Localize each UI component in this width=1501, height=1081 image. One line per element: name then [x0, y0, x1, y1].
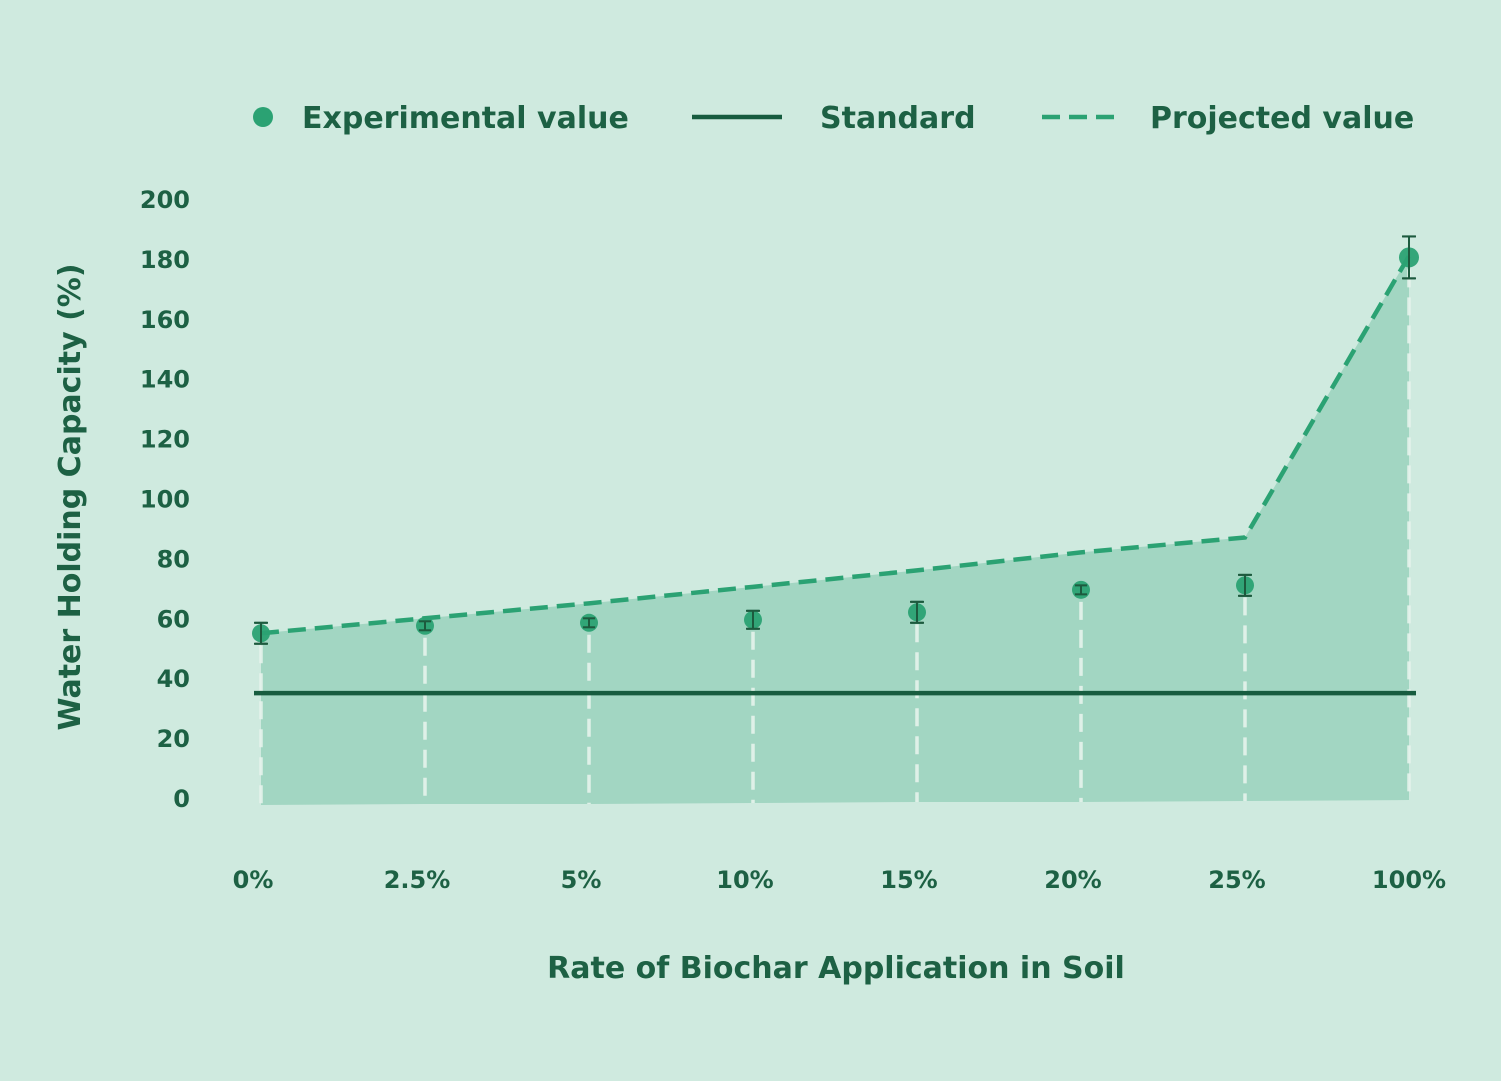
legend: Experimental value Standard Projected va…: [253, 101, 1414, 136]
y-tick-120: 120: [140, 426, 190, 454]
error-bar-overlay-20%: [1075, 584, 1087, 596]
y-tick-100: 100: [140, 486, 190, 514]
error-bar-overlay-100%: [1403, 235, 1415, 280]
error-bar-overlay-25%: [1239, 573, 1251, 597]
y-tick-60: 60: [157, 605, 190, 633]
legend-experimental-marker: [253, 107, 273, 127]
y-axis-ticks: 0 20 40 60 80 100 120 140 160 180 200: [140, 186, 190, 813]
x-tick-15%: 15%: [880, 866, 937, 894]
legend-experimental-label: Experimental value: [302, 101, 629, 136]
error-bar-overlay-5%: [583, 617, 595, 629]
y-tick-20: 20: [157, 725, 190, 753]
x-tick-25%: 25%: [1208, 866, 1265, 894]
error-bar-overlay-2.5%: [419, 620, 431, 632]
y-tick-180: 180: [140, 246, 190, 274]
y-tick-0: 0: [173, 785, 190, 813]
y-tick-40: 40: [157, 665, 190, 693]
error-bar-overlay-0%: [255, 621, 267, 645]
experimental-points: [252, 235, 1419, 645]
legend-standard-label: Standard: [820, 101, 976, 136]
x-tick-2.5%: 2.5%: [384, 866, 451, 894]
x-tick-10%: 10%: [716, 866, 773, 894]
x-axis-ticks: 0% 2.5% 5% 10% 15% 20% 25% 100%: [233, 866, 1446, 894]
y-tick-140: 140: [140, 366, 190, 394]
vertical-guide-lines: [259, 269, 1411, 805]
y-tick-200: 200: [140, 186, 190, 214]
projected-line: [260, 254, 1411, 636]
error-bar-overlay-10%: [747, 609, 759, 630]
x-tick-20%: 20%: [1044, 866, 1101, 894]
legend-projected-label: Projected value: [1150, 101, 1414, 136]
x-tick-100%: 100%: [1372, 866, 1446, 894]
y-tick-160: 160: [140, 306, 190, 334]
x-tick-0%: 0%: [233, 866, 274, 894]
x-axis-title: Rate of Biochar Application in Soil: [547, 951, 1125, 986]
projected-area-fill: [261, 255, 1409, 805]
error-bar-overlay-15%: [911, 600, 923, 624]
y-tick-80: 80: [157, 545, 190, 573]
y-axis-title: Water Holding Capacity (%): [53, 263, 88, 730]
x-tick-5%: 5%: [561, 866, 602, 894]
